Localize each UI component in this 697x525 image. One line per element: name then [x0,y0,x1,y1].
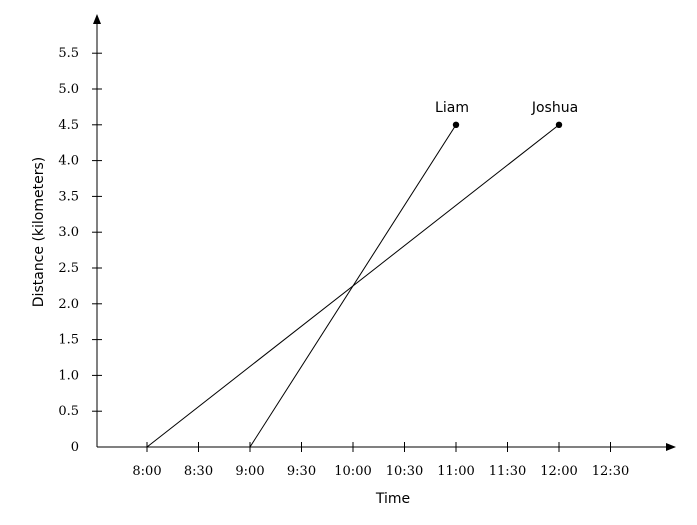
x-tick-label: 9:30 [287,464,316,479]
y-axis-ticks: 0 0.5 1.0 1.5 2.0 2.5 3.0 3.5 4.0 4.5 5.0 5.5 [58,46,102,455]
x-tick-label: 8:00 [132,464,161,479]
x-tick-label: 9:00 [235,464,264,479]
y-tick-label: 3.0 [58,225,79,240]
y-tick-label: 1.5 [58,333,79,348]
y-tick-label: 2.0 [58,297,79,312]
liam-endpoint [452,121,460,128]
y-tick-label: 5.5 [58,46,79,61]
y-tick-label: 4.5 [58,118,79,133]
y-tick-label: 0.5 [58,404,79,419]
x-tick-label: 12:30 [592,464,629,479]
y-tick-label: 1.0 [58,368,79,383]
x-tick-label: 10:00 [334,464,371,479]
y-tick-label: 3.5 [58,189,79,204]
x-tick-label: 11:30 [489,464,526,479]
joshua-endpoint [555,121,563,128]
x-axis-ticks: 8:00 8:30 9:00 9:30 10:00 10:30 11:00 11:30 12:0… [132,442,629,479]
liam-label: Liam [435,100,469,116]
y-tick-label: 5.0 [58,82,79,97]
x-tick-label: 8:30 [184,464,213,479]
y-tick-label: 2.5 [58,261,79,276]
y-axis-title: Distance (kilometers) [31,157,47,307]
x-tick-label: 12:00 [540,464,577,479]
x-axis-title: Time [375,491,410,507]
y-tick-label: 0 [71,440,79,455]
joshua-line [146,124,560,448]
series-group: Liam Joshua [146,100,578,448]
x-tick-label: 11:00 [437,464,474,479]
x-tick-label: 10:30 [386,464,423,479]
y-tick-label: 4.0 [58,154,79,169]
joshua-label: Joshua [531,100,578,116]
